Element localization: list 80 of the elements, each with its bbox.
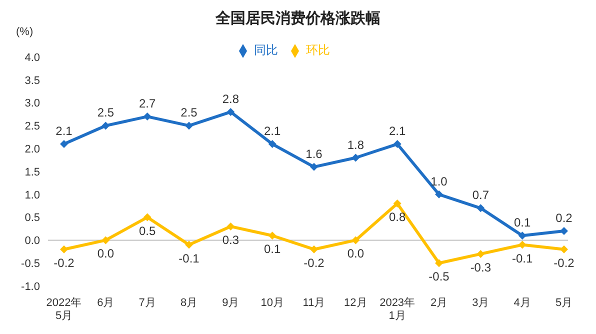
y-tick-label: 1.0 xyxy=(24,189,40,202)
point xyxy=(310,245,318,254)
data-label: 0.2 xyxy=(556,211,573,226)
data-label: -0.5 xyxy=(428,270,450,284)
point xyxy=(143,213,152,222)
y-tick-label: 4.0 xyxy=(24,52,40,64)
data-label: 2.5 xyxy=(97,106,114,120)
data-label: 2.5 xyxy=(180,106,198,120)
data-label: -0.1 xyxy=(512,251,533,266)
data-label: -0.2 xyxy=(304,256,325,270)
y-axis-title: (%) xyxy=(16,26,34,38)
data-label: 2.7 xyxy=(138,96,156,111)
point xyxy=(102,236,110,244)
point xyxy=(476,204,485,212)
x-tick-label: 2023年 1月 xyxy=(380,297,416,322)
y-tick-label: 3.0 xyxy=(24,98,40,110)
data-label: 0.7 xyxy=(472,188,490,202)
point xyxy=(352,154,360,162)
point xyxy=(435,259,443,268)
data-label: 0.5 xyxy=(138,224,156,238)
y-tick-label: 2.5 xyxy=(24,120,40,133)
point xyxy=(185,240,193,249)
x-tick-label: 12月 xyxy=(344,297,368,309)
y-tick-label: 2.0 xyxy=(24,144,40,156)
chart-title: 全国居民消费价格涨跌幅 xyxy=(216,10,380,27)
data-label: 2.1 xyxy=(56,124,73,138)
y-tick-label: -0.5 xyxy=(21,258,40,270)
point xyxy=(60,245,68,254)
point xyxy=(226,108,235,116)
data-label: -0.2 xyxy=(554,256,575,270)
data-label: 1.6 xyxy=(306,146,323,161)
data-label: -0.3 xyxy=(470,260,492,274)
point xyxy=(102,122,110,130)
point xyxy=(560,227,568,236)
x-tick-label: 8月 xyxy=(180,297,198,309)
data-label: 0.3 xyxy=(222,232,240,247)
y-tick-label: 0.0 xyxy=(24,235,40,248)
data-label: 0.1 xyxy=(264,242,281,256)
point xyxy=(226,222,235,230)
y-tick-label: 0.5 xyxy=(24,212,40,224)
point xyxy=(518,232,526,240)
x-tick-label: 9月 xyxy=(222,297,240,309)
y-tick-label: -1.0 xyxy=(21,280,40,293)
x-tick-label: 2022年 5月 xyxy=(46,297,82,322)
data-label: 2.1 xyxy=(264,124,281,138)
data-label: 1.8 xyxy=(347,138,364,152)
point xyxy=(268,140,276,148)
data-label: 2.8 xyxy=(222,92,240,106)
point xyxy=(60,140,68,148)
x-tick-label: 6月 xyxy=(97,297,114,309)
x-tick-label: 7月 xyxy=(138,297,156,309)
point xyxy=(185,122,193,130)
data-label: -0.1 xyxy=(178,251,200,266)
point xyxy=(352,236,360,244)
x-tick-label: 10月 xyxy=(260,297,284,309)
point xyxy=(310,162,318,171)
point xyxy=(435,190,443,198)
x-tick-label: 3月 xyxy=(472,297,490,309)
legend-label: 环比 xyxy=(306,43,330,57)
point xyxy=(560,245,568,254)
legend-label: 同比 xyxy=(254,43,278,57)
point xyxy=(393,140,402,148)
data-label: -0.2 xyxy=(54,256,75,270)
x-tick-label: 5月 xyxy=(555,297,573,309)
data-label: 2.1 xyxy=(388,124,406,138)
x-tick-label: 2月 xyxy=(430,297,448,309)
point xyxy=(393,200,402,208)
data-label: 0.0 xyxy=(347,246,364,261)
point xyxy=(476,250,485,258)
y-tick-label: 1.5 xyxy=(24,166,40,178)
point xyxy=(518,240,526,249)
data-label: 0.0 xyxy=(97,246,114,261)
y-tick-label: 3.5 xyxy=(24,74,40,87)
data-label: 0.1 xyxy=(514,216,531,230)
point xyxy=(268,232,276,240)
x-tick-label: 4月 xyxy=(514,297,531,309)
data-label: 0.8 xyxy=(388,210,406,224)
data-label: 1.0 xyxy=(430,174,448,188)
point xyxy=(143,112,152,121)
x-tick-label: 11月 xyxy=(302,297,326,309)
